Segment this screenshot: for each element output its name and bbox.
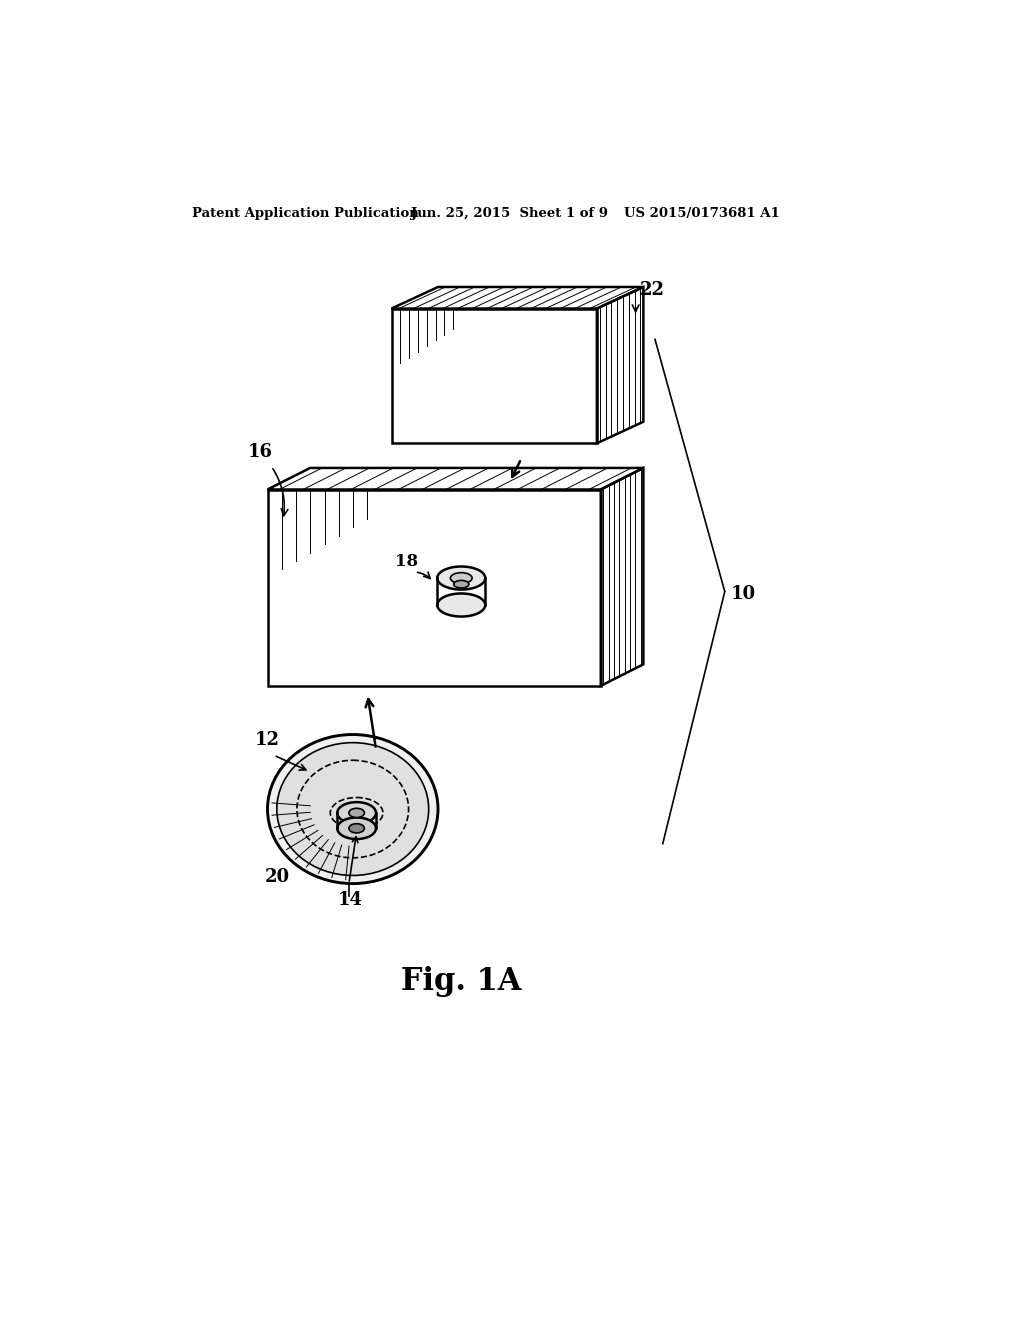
Text: Jun. 25, 2015  Sheet 1 of 9: Jun. 25, 2015 Sheet 1 of 9 <box>411 207 608 220</box>
Text: 22: 22 <box>640 281 665 300</box>
Ellipse shape <box>437 566 485 590</box>
Text: 20: 20 <box>264 869 290 886</box>
Text: US 2015/0173681 A1: US 2015/0173681 A1 <box>624 207 779 220</box>
Ellipse shape <box>437 594 485 616</box>
Ellipse shape <box>276 743 429 875</box>
Text: Fig. 1A: Fig. 1A <box>401 966 521 997</box>
Text: 14: 14 <box>337 891 362 909</box>
Text: 16: 16 <box>248 444 273 461</box>
Ellipse shape <box>349 824 365 833</box>
Ellipse shape <box>454 581 469 587</box>
Ellipse shape <box>337 817 376 840</box>
Ellipse shape <box>451 573 472 583</box>
Text: 18: 18 <box>395 553 419 570</box>
Ellipse shape <box>267 734 438 883</box>
Ellipse shape <box>349 808 365 817</box>
Text: 10: 10 <box>731 585 756 603</box>
Text: 12: 12 <box>254 731 280 750</box>
Ellipse shape <box>337 803 376 824</box>
Text: Patent Application Publication: Patent Application Publication <box>191 207 418 220</box>
